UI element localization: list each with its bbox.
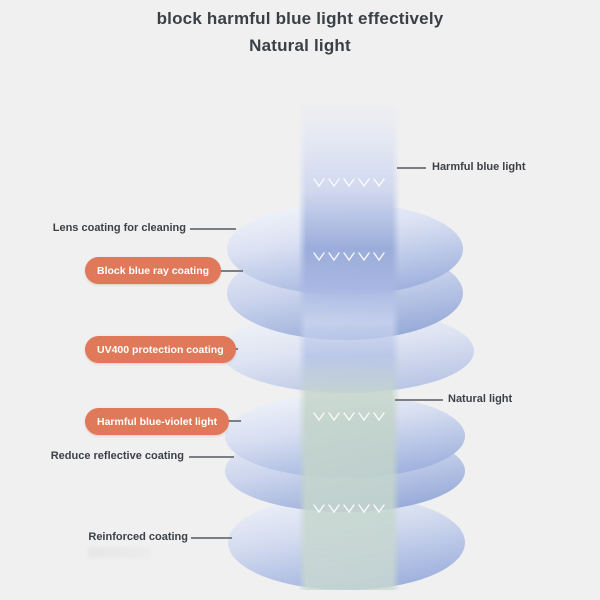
light-arrows-icon <box>313 111 385 585</box>
connector-line-cleaning <box>190 228 236 230</box>
title-line-2: Natural light <box>249 36 351 55</box>
label-harmful-blue-light: Harmful blue light <box>432 161 526 173</box>
label-lens-coating-for-cleaning: Lens coating for cleaning <box>52 222 186 234</box>
connector-line-reduce-reflective <box>189 456 234 458</box>
label-natural-light: Natural light <box>448 393 513 405</box>
title-line-1: block harmful blue light effectively <box>156 9 444 28</box>
label-reinforced-coating: Reinforced coating <box>88 531 188 543</box>
connector-line-harmful-blue-light <box>397 167 426 169</box>
badge-uv400-protection-coating: UV400 protection coating <box>85 336 236 363</box>
connector-line-block-blue-ray <box>206 270 243 272</box>
page-title: block harmful blue light effectively Nat… <box>0 9 600 56</box>
connector-line-natural-light <box>395 399 443 401</box>
connector-line-reinforced <box>191 537 232 539</box>
faint-watermark <box>88 547 150 558</box>
label-reduce-reflective-coating: Reduce reflective coating <box>50 450 184 462</box>
badge-block-blue-ray-coating: Block blue ray coating <box>85 257 222 284</box>
badge-harmful-blue-violet-light: Harmful blue-violet light <box>85 408 230 435</box>
